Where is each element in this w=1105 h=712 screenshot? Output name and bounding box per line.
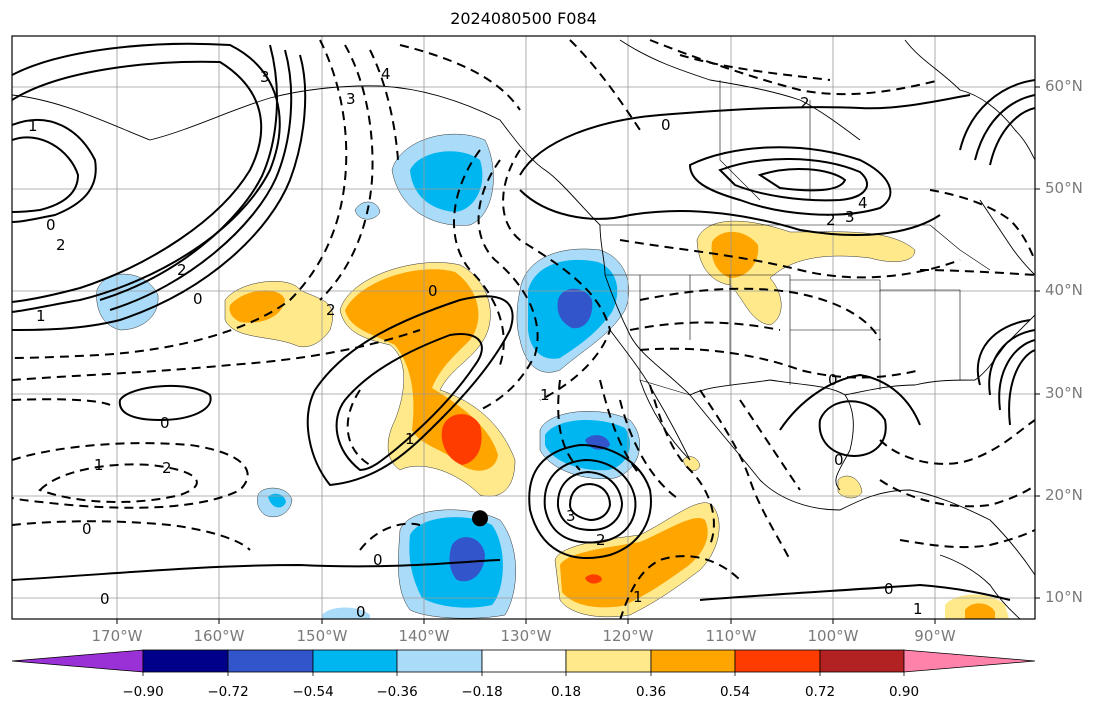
colorbar-segment: [481, 649, 567, 673]
contour-label: 0: [428, 282, 438, 300]
colorbar-tick-label: 0.90: [888, 684, 920, 700]
contour-label: 2: [826, 211, 836, 229]
colorbar-segment: [11, 649, 144, 673]
anomaly-region: [711, 231, 759, 278]
colorbar-segment: [396, 649, 483, 673]
location-marker: [472, 510, 488, 527]
lat-label: 40°N: [1045, 281, 1083, 299]
colorbar-tick-label: −0.18: [461, 684, 503, 700]
contour-label: 0: [828, 371, 838, 389]
lon-label: 130°W: [500, 627, 552, 645]
colorbar-tick-label: −0.54: [292, 684, 334, 700]
lon-label: 150°W: [296, 627, 348, 645]
anomaly-region: [410, 151, 483, 212]
colorbar: [11, 649, 1036, 676]
contour-label: 1: [913, 600, 923, 618]
contour-label: 2: [326, 301, 336, 319]
colorbar-tick-label: 0.18: [550, 684, 582, 700]
dashed-contours: [12, 39, 1035, 619]
contour-label: 4: [858, 194, 868, 212]
anomaly-region: [560, 518, 708, 608]
contour-label: 1: [633, 588, 643, 606]
lon-label: 160°W: [193, 627, 245, 645]
contour-label: 2: [56, 236, 66, 254]
lat-label: 20°N: [1045, 486, 1083, 504]
lon-label: 140°W: [398, 627, 450, 645]
lat-label: 50°N: [1045, 179, 1083, 197]
contour-label: 0: [884, 580, 894, 598]
anomaly-region: [268, 493, 286, 508]
colorbar-tick-label: −0.72: [207, 684, 249, 700]
map-frame: [11, 35, 1036, 620]
contour-label: 0: [373, 551, 383, 569]
lat-label: 30°N: [1045, 384, 1083, 402]
contour-label: 0: [46, 216, 56, 234]
colorbar-tick-label: 0.72: [804, 684, 836, 700]
contour-label: 2: [177, 261, 187, 279]
map-title: 2024080500 F084: [450, 9, 597, 28]
colorbar-segment: [312, 649, 398, 673]
political-borders: [600, 80, 991, 396]
colorbar-segment: [142, 649, 229, 673]
colorbar-segment: [565, 649, 652, 673]
anomaly-region: [322, 607, 370, 619]
anomaly-region: [585, 574, 602, 584]
colorbar-segment: [227, 649, 314, 673]
colorbar-segment: [650, 649, 736, 673]
contour-label: 1: [36, 307, 46, 325]
contour-labels: 0 0 0 0 0 0 0 0 0 0 0 0 1 1 1 1 2 2 2 2 …: [28, 65, 923, 621]
contour-label: 3: [845, 208, 855, 226]
colorbar-tick-label: −0.90: [122, 684, 164, 700]
contour-label: 0: [356, 603, 366, 621]
contour-label: 1: [94, 456, 104, 474]
contour-label: 3: [566, 507, 576, 525]
contour-label: 1: [540, 386, 550, 404]
anomaly-region: [965, 603, 995, 619]
lon-label: 120°W: [602, 627, 654, 645]
contour-label: 2: [596, 531, 606, 549]
colorbar-tick-label: 0.36: [635, 684, 667, 700]
contour-label: 0: [661, 116, 671, 134]
colorbar-tick-label: −0.36: [376, 684, 418, 700]
contour-label: 1: [405, 430, 415, 448]
lon-label: 100°W: [807, 627, 859, 645]
anomaly-region: [557, 288, 593, 329]
contour-label: 0: [193, 290, 203, 308]
colorbar-segment: [734, 649, 821, 673]
contour-label: 0: [834, 451, 844, 469]
lat-label: 60°N: [1045, 77, 1083, 95]
contour-label: 0: [82, 520, 92, 538]
colorbar-segment: [819, 649, 905, 673]
anomaly-region: [449, 537, 485, 582]
contour-label: 4: [381, 65, 391, 83]
colorbar-segment: [903, 649, 1036, 673]
axis-ticks: [116, 86, 1040, 624]
anomaly-region: [837, 475, 863, 499]
shaded-anomalies: [96, 133, 1010, 619]
contour-label: 3: [260, 68, 270, 86]
solid-contours: [12, 42, 1035, 601]
lon-label: 90°W: [914, 627, 956, 645]
lat-label: 10°N: [1045, 588, 1083, 606]
lon-label: 110°W: [705, 627, 757, 645]
contour-label: 2: [800, 94, 810, 112]
contour-label: 3: [346, 90, 356, 108]
anomaly-region: [229, 290, 285, 323]
lon-label: 170°W: [91, 627, 143, 645]
anomaly-region: [441, 414, 482, 465]
colorbar-tick-label: 0.54: [719, 684, 751, 700]
contour-label: 0: [100, 590, 110, 608]
contour-label: 2: [162, 459, 172, 477]
contour-label: 1: [28, 117, 38, 135]
contour-label: 0: [160, 414, 170, 432]
anomaly-region: [96, 273, 159, 331]
